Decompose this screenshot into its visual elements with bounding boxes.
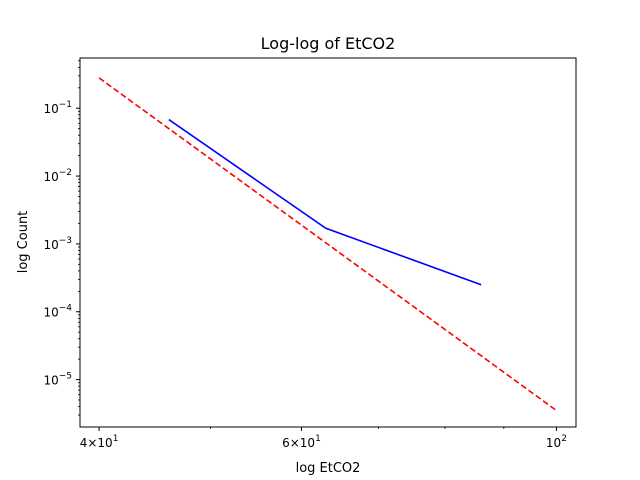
y-tick-label-3: 10−3 bbox=[43, 236, 72, 252]
series-line-2 bbox=[98, 77, 557, 412]
series-line-1 bbox=[168, 118, 482, 286]
plot-frame bbox=[79, 57, 577, 428]
x-tick-label-3: 102 bbox=[546, 434, 567, 450]
y-tick-label-5: 10−1 bbox=[43, 100, 72, 116]
x-tick-label-1: 4×101 bbox=[80, 434, 119, 450]
chart-title: Log-log of EtCO2 bbox=[261, 34, 396, 53]
ticks-layer: 4×101 6×101 102 10−5 10−4 10−3 10−2 10−1 bbox=[43, 60, 567, 450]
x-axis-label: log EtCO2 bbox=[296, 461, 361, 476]
y-tick-label-4: 10−2 bbox=[43, 168, 72, 184]
series-layer bbox=[98, 77, 557, 412]
plot-area bbox=[79, 57, 577, 428]
y-axis-label: log Count bbox=[16, 211, 31, 274]
x-tick-label-2: 6×101 bbox=[282, 434, 321, 450]
y-tick-label-1: 10−5 bbox=[43, 372, 72, 388]
y-tick-label-2: 10−4 bbox=[43, 304, 72, 320]
